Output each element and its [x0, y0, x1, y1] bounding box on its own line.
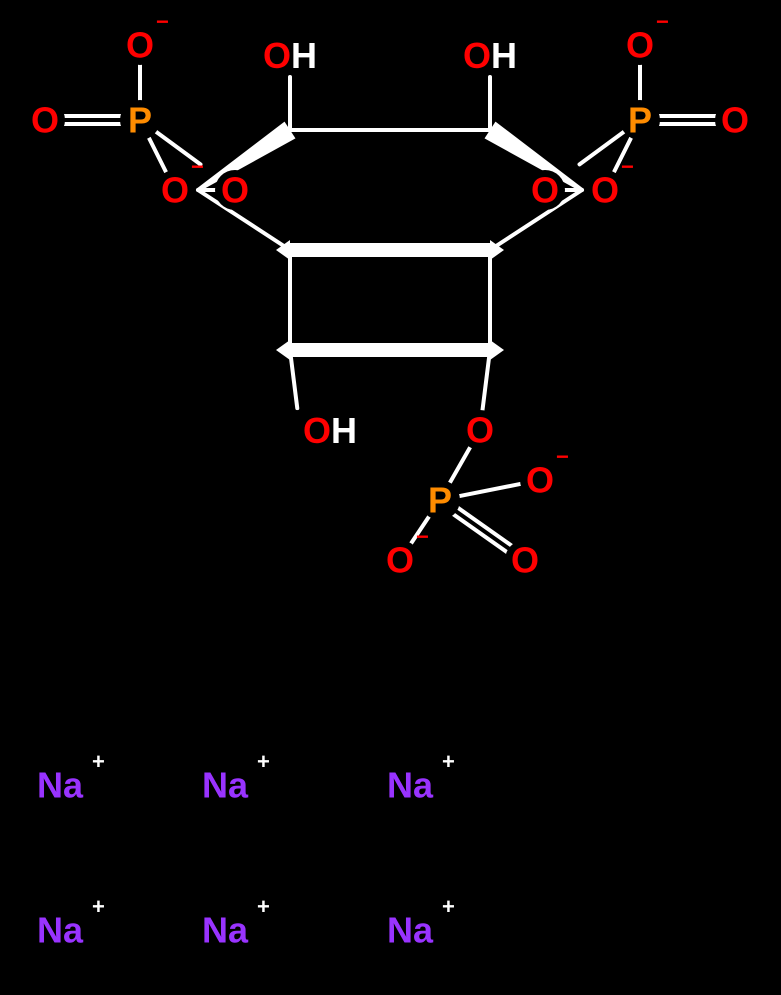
charge-label: + — [92, 894, 105, 919]
atom-label: OH — [303, 410, 357, 451]
atom-label: O — [466, 410, 494, 451]
atom-label: Na — [202, 765, 249, 806]
atom-label: O — [31, 100, 59, 141]
atom-label: O — [126, 25, 154, 66]
atom-label: Na — [387, 765, 434, 806]
charge-label: − — [156, 9, 169, 34]
atom-label: P — [128, 100, 152, 141]
atom-label: O — [161, 170, 189, 211]
charge-label: − — [621, 154, 634, 179]
atom-label: O — [221, 170, 249, 211]
charge-label: − — [556, 444, 569, 469]
atom-label: O — [626, 25, 654, 66]
atom-label: P — [628, 100, 652, 141]
charge-label: − — [191, 154, 204, 179]
atom-label: OH — [263, 35, 317, 76]
charge-label: − — [416, 524, 429, 549]
atom-label: O — [531, 170, 559, 211]
atom-label: Na — [37, 910, 84, 951]
atom-label: Na — [202, 910, 249, 951]
atom-label: O — [591, 170, 619, 211]
atom-label: Na — [387, 910, 434, 951]
atom-label: Na — [37, 765, 84, 806]
atom-label: OH — [463, 35, 517, 76]
atom-label: O — [526, 460, 554, 501]
charge-label: + — [442, 749, 455, 774]
molecule-diagram: OHOHOPOO−O−OPOO−O−OHOPOO−O−Na+Na+Na+Na+N… — [0, 0, 781, 995]
atom-label: O — [386, 540, 414, 581]
atom-label: O — [721, 100, 749, 141]
charge-label: + — [257, 749, 270, 774]
atom-label: O — [511, 540, 539, 581]
charge-label: + — [442, 894, 455, 919]
charge-label: + — [92, 749, 105, 774]
atom-label: P — [428, 480, 452, 521]
charge-label: − — [656, 9, 669, 34]
charge-label: + — [257, 894, 270, 919]
